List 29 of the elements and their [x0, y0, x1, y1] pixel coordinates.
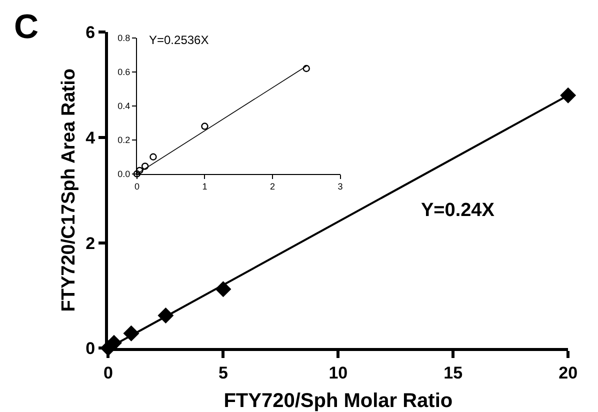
- x-tick-label: 10: [328, 363, 348, 382]
- y-tick-label: 0.8: [118, 33, 130, 44]
- x-tick-label: 0: [104, 363, 113, 382]
- x-tick-label: 20: [558, 363, 578, 382]
- y-tick-label: 6: [86, 23, 96, 42]
- point: [201, 122, 208, 130]
- point: [141, 162, 149, 170]
- x-tick-label: 2: [270, 182, 275, 192]
- y-tick-label: 2: [86, 234, 96, 253]
- x-tick-label: 15: [444, 363, 463, 382]
- point: [302, 64, 310, 72]
- y-tick-label: 0.2: [118, 135, 130, 146]
- y-tick-label: 0.4: [118, 101, 130, 112]
- annotation: Y=0.2536X: [149, 33, 209, 47]
- x-tick-label: 1: [202, 182, 208, 192]
- x-tick-label: 5: [218, 363, 228, 382]
- annotation: Y=0.24X: [421, 200, 495, 221]
- y-tick-label: 0.6: [118, 67, 130, 78]
- y-tick-label: 0.0: [118, 169, 130, 180]
- point: [136, 166, 144, 174]
- point: [560, 88, 576, 104]
- y-tick-label: 0: [86, 339, 96, 358]
- y-axis-title: FTY720/C17Sph Area Ratio: [58, 68, 80, 312]
- point: [150, 153, 157, 160]
- y-tick-label: 4: [86, 128, 96, 148]
- text: C: [14, 8, 39, 46]
- x-tick-label: 0: [134, 182, 140, 192]
- x-axis-title: FTY720/Sph Molar Ratio: [224, 390, 453, 412]
- x-tick-label: 3: [338, 182, 343, 192]
